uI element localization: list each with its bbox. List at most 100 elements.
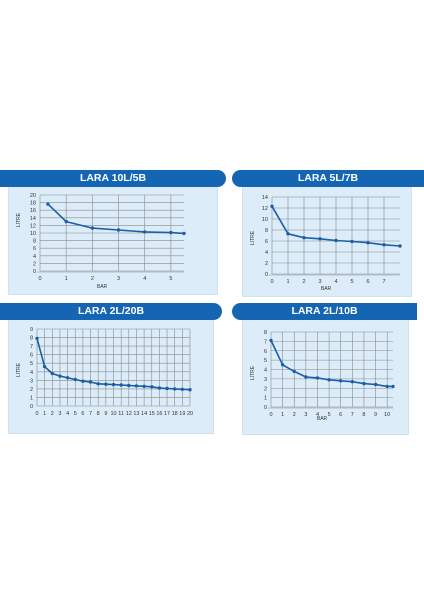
y-tick-label: 2 xyxy=(264,386,267,392)
data-point xyxy=(269,338,273,343)
data-point xyxy=(280,363,285,367)
x-tick-label: 13 xyxy=(133,411,139,417)
x-tick-label: 18 xyxy=(172,411,178,417)
y-tick-label: 0 xyxy=(264,405,267,411)
y-tick-label: 8 xyxy=(265,228,268,234)
chart-area xyxy=(8,183,218,295)
x-tick-label: 11 xyxy=(118,411,124,417)
x-tick-label: 5 xyxy=(74,411,77,417)
data-point xyxy=(391,384,395,389)
data-point xyxy=(64,219,68,224)
y-tick-label: 4 xyxy=(33,254,36,260)
y-tick-label: 14 xyxy=(30,216,36,222)
data-point xyxy=(142,384,146,388)
x-tick-label: 2 xyxy=(91,276,94,282)
y-tick-label: 1 xyxy=(30,395,33,401)
y-tick-label: 8 xyxy=(30,336,33,342)
x-tick-label: 2 xyxy=(293,412,296,418)
data-point xyxy=(382,243,386,247)
data-point xyxy=(104,382,108,386)
series-line xyxy=(47,203,185,235)
y-axis-label: LITRE xyxy=(16,212,22,227)
data-point xyxy=(292,369,296,374)
x-tick-label: 1 xyxy=(286,279,289,285)
x-tick-label: 4 xyxy=(143,276,146,282)
x-tick-label: 6 xyxy=(339,412,342,418)
chart-area xyxy=(8,316,214,434)
data-point xyxy=(270,204,274,208)
y-tick-label: 5 xyxy=(30,361,33,367)
y-tick-label: 4 xyxy=(264,368,267,374)
x-tick-label: 8 xyxy=(362,412,365,418)
y-tick-label: 2 xyxy=(33,261,36,267)
data-point xyxy=(350,239,354,244)
y-tick-label: 3 xyxy=(30,378,33,384)
x-tick-label: 0 xyxy=(38,276,41,282)
x-tick-label: 2 xyxy=(51,411,54,417)
data-point xyxy=(318,237,322,241)
data-point xyxy=(65,376,70,380)
x-tick-label: 5 xyxy=(169,276,172,282)
y-tick-label: 5 xyxy=(264,358,267,364)
data-point xyxy=(81,379,85,383)
data-point xyxy=(366,241,370,245)
x-tick-label: 5 xyxy=(328,412,331,418)
data-point xyxy=(90,226,95,230)
x-tick-label: 0 xyxy=(269,412,272,418)
data-point xyxy=(173,387,177,391)
y-tick-label: 0 xyxy=(265,272,268,278)
x-tick-label: 1 xyxy=(281,412,284,418)
data-point xyxy=(58,374,62,378)
data-point xyxy=(96,382,100,386)
x-tick-label: 10 xyxy=(384,412,390,418)
chart-title: LARA 2L/20B xyxy=(0,303,222,320)
x-tick-label: 12 xyxy=(126,411,132,417)
y-tick-label: 10 xyxy=(30,231,36,237)
data-point xyxy=(116,228,121,232)
x-tick-label: 7 xyxy=(89,411,92,417)
chart-panel-lara-10l-5b: LARA 10L/5B 0 2 4 6 8 10 12 14 16 18 20 0 1 2 3 4 5 LITRE… xyxy=(0,170,226,295)
data-point xyxy=(362,381,366,386)
data-point xyxy=(150,385,154,389)
chart-title: LARA 10L/5B xyxy=(0,170,226,187)
y-tick-label: 4 xyxy=(265,250,268,256)
x-tick-label: 5 xyxy=(350,279,353,285)
x-tick-label: 2 xyxy=(302,279,305,285)
y-axis-label: LITRE xyxy=(16,362,22,377)
y-tick-label: 2 xyxy=(30,387,33,393)
x-tick-label: 3 xyxy=(318,279,321,285)
y-tick-label: 10 xyxy=(262,217,268,223)
y-tick-label: 0 xyxy=(33,269,36,275)
y-tick-label: 2 xyxy=(265,261,268,267)
x-tick-label: 15 xyxy=(149,411,155,417)
y-tick-label: 18 xyxy=(30,201,36,207)
x-tick-label: 0 xyxy=(270,279,273,285)
x-tick-label: 9 xyxy=(104,411,107,417)
chart-panel-lara-2l-10b: LARA 2L/10B 0 1 2 3 4 5 6 7 8 0 1 2 3 4 5 6 7 8 9 10 LITRE BA… xyxy=(232,303,417,435)
x-tick-label: 16 xyxy=(156,411,162,417)
x-tick-label: 19 xyxy=(179,411,185,417)
data-point xyxy=(88,380,93,384)
x-axis-label: BAR xyxy=(317,416,328,422)
data-point xyxy=(127,383,131,388)
data-point xyxy=(350,380,354,384)
y-axis-label: LITRE xyxy=(250,230,256,245)
y-tick-label: 7 xyxy=(264,339,267,345)
x-tick-label: 8 xyxy=(97,411,100,417)
data-point xyxy=(73,377,78,382)
x-tick-label: 17 xyxy=(164,411,170,417)
y-tick-label: 8 xyxy=(264,330,267,336)
chart-panel-lara-5l-7b: LARA 5L/7B 0 2 4 6 8 10 12 14 0 1 2 3 4 5 6 7 LITRE BAR xyxy=(232,170,424,297)
data-point xyxy=(302,236,306,240)
data-point xyxy=(327,378,331,382)
data-point xyxy=(286,232,290,236)
data-point xyxy=(334,238,338,243)
data-point xyxy=(385,384,389,389)
data-point xyxy=(157,386,162,390)
x-tick-label: 9 xyxy=(374,412,377,418)
data-point xyxy=(111,382,116,387)
data-point xyxy=(134,384,139,388)
data-point xyxy=(304,375,308,379)
y-tick-label: 6 xyxy=(33,246,36,252)
